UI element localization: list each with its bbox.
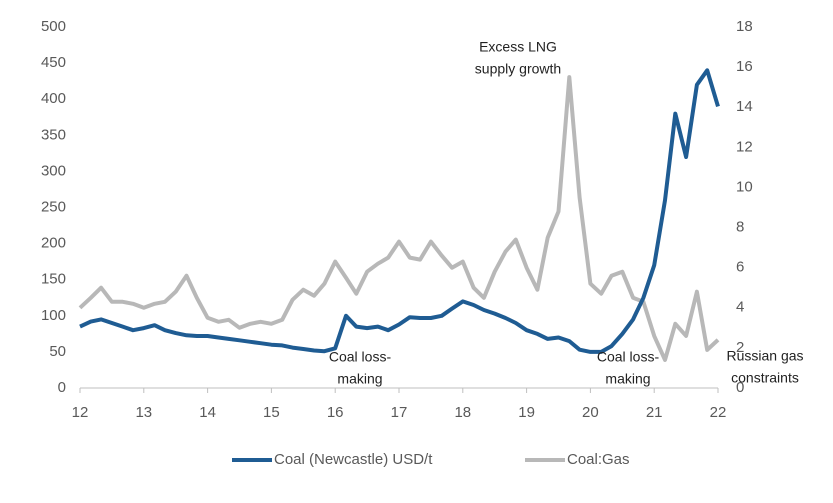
annotation: making: [337, 371, 382, 387]
x-tick-label: 18: [454, 404, 471, 421]
x-tick-label: 21: [646, 404, 663, 421]
annotation: Excess LNG: [479, 39, 557, 55]
x-tick-label: 12: [72, 404, 89, 421]
annotation: making: [605, 371, 650, 387]
y-tick-label: 200: [41, 235, 66, 252]
x-tick-label: 14: [199, 404, 216, 421]
y-tick-label: 100: [41, 307, 66, 324]
annotation: constraints: [731, 370, 799, 386]
x-tick-label: 13: [135, 404, 152, 421]
y2-tick-label: 4: [736, 299, 744, 316]
series-line: [79, 68, 720, 354]
y-tick-label: 150: [41, 271, 66, 288]
x-tick-label: 15: [263, 404, 280, 421]
y-tick-label: 300: [41, 162, 66, 179]
annotation: Coal loss-: [329, 349, 392, 365]
y2-tick-label: 10: [736, 178, 753, 195]
y-tick-label: 0: [58, 379, 66, 396]
x-tick-label: 17: [391, 404, 408, 421]
annotation: Russian gas: [726, 348, 803, 364]
y2-tick-label: 12: [736, 138, 753, 155]
y2-tick-label: 16: [736, 58, 753, 75]
y-tick-label: 450: [41, 54, 66, 71]
x-tick-label: 19: [518, 404, 535, 421]
annotation: Coal loss-: [597, 349, 660, 365]
x-tick-label: 16: [327, 404, 344, 421]
y-tick-label: 400: [41, 90, 66, 107]
y2-tick-label: 0: [736, 379, 744, 396]
y-tick-label: 350: [41, 126, 66, 143]
y2-tick-label: 2: [736, 339, 744, 356]
y-tick-label: 500: [41, 18, 66, 35]
y2-tick-label: 14: [736, 98, 753, 115]
y2-tick-label: 18: [736, 18, 753, 35]
annotation: supply growth: [475, 61, 561, 77]
legend-label: Coal:Gas: [567, 451, 630, 468]
x-tick-label: 22: [710, 404, 727, 421]
x-tick-label: 20: [582, 404, 599, 421]
y-tick-label: 250: [41, 198, 66, 215]
legend-label: Coal (Newcastle) USD/t: [274, 451, 433, 468]
series-line: [78, 75, 720, 362]
y2-tick-label: 6: [736, 259, 744, 276]
y2-tick-label: 8: [736, 219, 744, 236]
y-tick-label: 50: [49, 343, 66, 360]
